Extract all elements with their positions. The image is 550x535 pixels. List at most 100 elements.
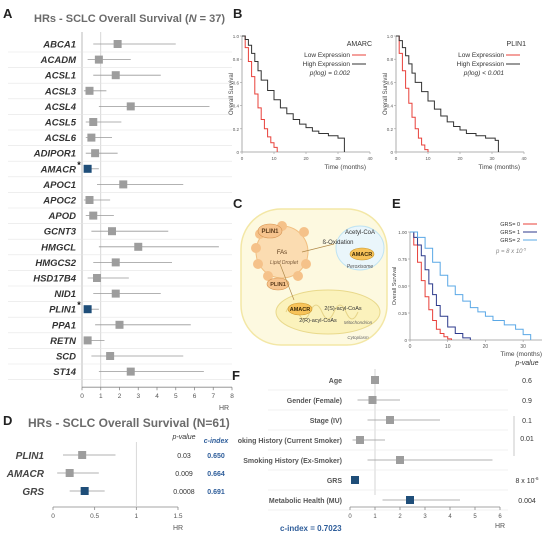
axis-tick-label: 7 bbox=[211, 393, 215, 400]
row-label: Stage (IV) bbox=[310, 418, 342, 425]
hr-marker bbox=[386, 416, 394, 424]
c-index-header: c-index bbox=[204, 438, 230, 445]
survival-curve bbox=[410, 231, 471, 340]
hr-marker bbox=[113, 40, 122, 48]
hr-marker bbox=[85, 86, 94, 95]
row-label: Gender (Female) bbox=[287, 398, 342, 405]
gene-label: AMACR bbox=[40, 164, 76, 175]
hr-marker bbox=[83, 305, 92, 314]
axis-tick-label: 0 bbox=[241, 156, 244, 161]
axis-tick-label: 1 bbox=[99, 393, 103, 400]
arrow-fas-to-mitochondrion bbox=[279, 263, 295, 301]
p-value: 0.009 bbox=[175, 471, 193, 478]
axis-x-label: HR bbox=[495, 523, 505, 530]
hr-marker bbox=[111, 71, 120, 80]
row-label: GRS bbox=[327, 478, 343, 485]
lipid-bead bbox=[263, 271, 273, 281]
axis-tick-label: 0.6 bbox=[387, 80, 394, 85]
survival-curve bbox=[242, 35, 345, 152]
axis-tick-label: 1.00 bbox=[398, 230, 407, 235]
c-index-value: 0.664 bbox=[207, 471, 225, 478]
axis-tick-label: 0 bbox=[80, 393, 84, 400]
axis-tick-label: 3 bbox=[136, 393, 140, 400]
hr-marker bbox=[356, 436, 364, 444]
gene-label: ST14 bbox=[53, 367, 76, 378]
p-value-text: p(log) = 0.002 bbox=[309, 70, 351, 77]
gene-label: ACSL1 bbox=[44, 71, 76, 82]
p-value-header: p-value bbox=[172, 434, 196, 441]
hr-marker bbox=[89, 211, 98, 220]
diagram-label-s-acyl-coas: 2(S)-acyl-CoAs bbox=[324, 306, 362, 312]
plin1-blob-bottom bbox=[266, 277, 290, 291]
axis-tick-label: 0.75 bbox=[398, 257, 407, 262]
axis-tick-label: 0 bbox=[395, 156, 398, 161]
p-value: 0.6 bbox=[522, 378, 532, 385]
gene-label: RETN bbox=[50, 336, 77, 347]
panel-c-label: C bbox=[233, 196, 243, 211]
p-value-exponent: -6 bbox=[535, 476, 539, 481]
axis-tick-label: 0.6 bbox=[233, 80, 240, 85]
panel-d-title: HRs - SCLC Overall Survival (N=61) bbox=[28, 416, 230, 430]
panel-b-label: B bbox=[233, 6, 243, 21]
axis-tick-label: 40 bbox=[367, 156, 373, 161]
survival-curve bbox=[242, 35, 278, 152]
lipid-bead bbox=[253, 259, 263, 269]
axis-tick-label: 10 bbox=[425, 156, 431, 161]
axis-tick-label: 0 bbox=[409, 344, 412, 350]
gene-label: ACSL5 bbox=[44, 118, 77, 129]
gene-label: PPA1 bbox=[52, 320, 76, 331]
panel-c-pathway-diagram: PLIN1 FAs Lipid Droplet PLIN1 Acetyl-CoA… bbox=[240, 208, 388, 346]
diagram-label-amacr-mitochondrion: AMACR bbox=[290, 307, 310, 313]
survival-curve bbox=[410, 231, 532, 340]
axis-y-label: Overall Survival bbox=[383, 73, 389, 115]
gene-label: HMGCL bbox=[41, 242, 76, 253]
axis-tick-label: 0 bbox=[404, 338, 407, 343]
axis-tick-label: 8 bbox=[230, 393, 234, 400]
row-label: Age bbox=[329, 378, 342, 385]
hr-marker bbox=[80, 487, 89, 495]
c-index-value: 0.650 bbox=[207, 453, 225, 460]
hr-marker bbox=[126, 102, 135, 111]
hr-marker bbox=[406, 496, 414, 504]
plin1-blob-top bbox=[257, 223, 283, 239]
diagram-label-plin1-top: PLIN1 bbox=[261, 229, 279, 235]
hr-marker bbox=[111, 289, 120, 298]
gene-label: APOD bbox=[48, 211, 77, 222]
gene-label: SCD bbox=[56, 352, 76, 363]
hr-marker bbox=[111, 258, 120, 267]
arrow-fas-to-peroxisome bbox=[301, 243, 335, 253]
gene-label: ACSL4 bbox=[44, 102, 77, 113]
row-label: Smoking History (Ex-Smoker) bbox=[243, 458, 342, 465]
survival-curve bbox=[396, 35, 429, 152]
diagram-label-r-acyl-coas: 2(R)-acyl-CoAs bbox=[299, 318, 337, 324]
axis-tick-label: 20 bbox=[483, 344, 489, 350]
gene-label: PLIN1 bbox=[49, 305, 76, 316]
axis-tick-label: 2 bbox=[398, 514, 402, 520]
axis-x-label: HR bbox=[219, 405, 229, 410]
axis-tick-label: 20 bbox=[303, 156, 309, 161]
hr-marker bbox=[351, 476, 359, 484]
hr-marker bbox=[87, 133, 96, 142]
p-value: 0.03 bbox=[177, 453, 191, 460]
axis-tick-label: 0.50 bbox=[398, 284, 407, 289]
axis-y-label: Overall Survival bbox=[392, 267, 398, 306]
panel-e-km-plot: 0 0.25 0.50 0.75 1.00 0 10 20 30 Overall Survival… bbox=[392, 222, 542, 358]
legend-label: GRS= 2 bbox=[500, 238, 520, 244]
panel-d-forest-plot: p-value c-index PLIN1 0.03 0.650 AMACR 0.009 0.… bbox=[6, 434, 230, 532]
amacr-blob-mitochondrion bbox=[287, 302, 313, 316]
legend-label: GRS= 1 bbox=[500, 230, 520, 236]
hr-marker bbox=[91, 149, 100, 158]
axis-tick-label: 6 bbox=[193, 393, 197, 400]
axis-tick-label: 0 bbox=[390, 150, 393, 155]
axis-tick-label: 0 bbox=[348, 514, 352, 520]
hr-marker bbox=[83, 336, 92, 345]
panel-d-label: D bbox=[3, 413, 13, 428]
hr-marker bbox=[65, 469, 74, 477]
panel-a-title-suffix: = 37) bbox=[196, 13, 226, 25]
axis-tick-label: 0.8 bbox=[233, 57, 240, 62]
p-value: 0.9 bbox=[522, 398, 532, 405]
diagram-label-lipid-droplet: Lipid Droplet bbox=[270, 260, 299, 266]
gene-label: ACSL6 bbox=[44, 133, 77, 144]
gene-label: GCNT3 bbox=[44, 227, 77, 238]
hr-marker bbox=[94, 55, 103, 64]
